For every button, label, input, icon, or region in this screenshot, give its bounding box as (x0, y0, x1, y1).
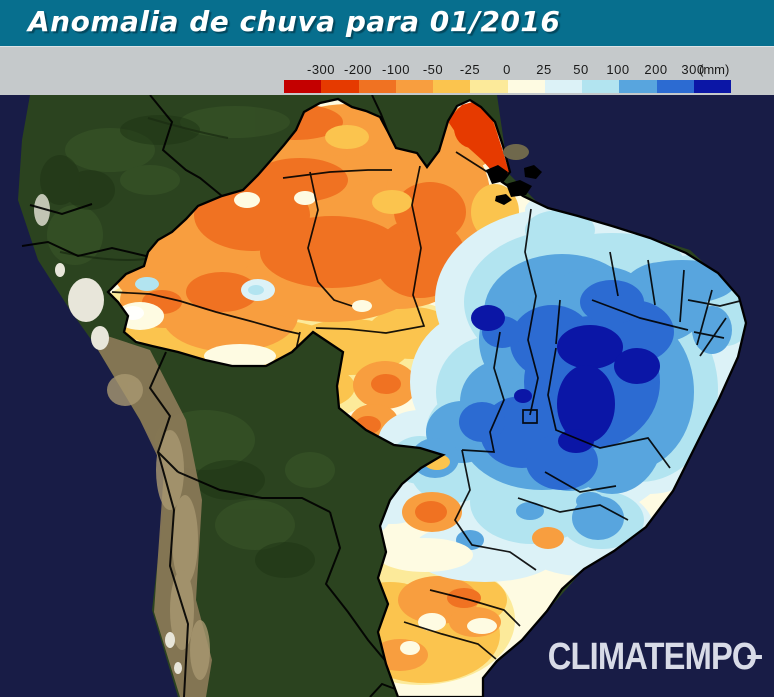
legend-tick: 0 (503, 62, 511, 77)
legend-tick: -200 (343, 62, 373, 77)
colorbar-segment (321, 80, 359, 93)
climatempo-wordmark: CLIMATEMPO (548, 636, 758, 678)
colorbar-segment (507, 80, 545, 93)
legend-tick: 25 (536, 62, 552, 77)
amazon-delta (486, 144, 542, 205)
state-borders (111, 151, 745, 660)
colorbar-segment (395, 80, 433, 93)
snow-patches (34, 194, 182, 674)
colorbar-segment (619, 80, 657, 93)
colorbar-segment (470, 80, 508, 93)
cream-spots (116, 191, 372, 368)
colorbar-segment (582, 80, 620, 93)
legend-tick: 200 (644, 62, 668, 77)
legend-unit: (mm) (699, 62, 730, 77)
climatempo-watermark: CLIMATEMPO (548, 636, 762, 679)
brazil-outline (106, 97, 748, 697)
legend-colorbar (284, 80, 731, 93)
logo-dash (747, 654, 762, 659)
colorbar-segment (284, 80, 322, 93)
amapa-strong-negative (447, 101, 509, 180)
colorbar-segment (544, 80, 582, 93)
terrain-texture-dark (40, 115, 315, 578)
legend-tick: -50 (422, 62, 444, 77)
colorbar-segment (358, 80, 396, 93)
anomaly-navy-cores (471, 305, 660, 453)
colorbar-segment (433, 80, 471, 93)
legend-tick: 50 (573, 62, 589, 77)
anomaly-deep-orange (142, 104, 481, 608)
colorbar-segment (693, 80, 731, 93)
legend-tick: -300 (306, 62, 336, 77)
anomaly-map: CLIMATEMPO (0, 95, 774, 697)
legend-tick: -25 (459, 62, 481, 77)
south-dry-spots (337, 454, 564, 655)
colorbar-segment (656, 80, 694, 93)
title-bar: Anomalia de chuva para 01/2016 (0, 0, 774, 46)
legend-tick: -100 (381, 62, 411, 77)
page-title: Anomalia de chuva para 01/2016 (28, 5, 561, 38)
country-borders (21, 95, 399, 697)
legend-tick: 100 (606, 62, 630, 77)
legend-strip: -300 -200 -100 -50 -25 0 25 50 100 200 3… (0, 46, 774, 95)
legend-tick: 300 (681, 62, 705, 77)
